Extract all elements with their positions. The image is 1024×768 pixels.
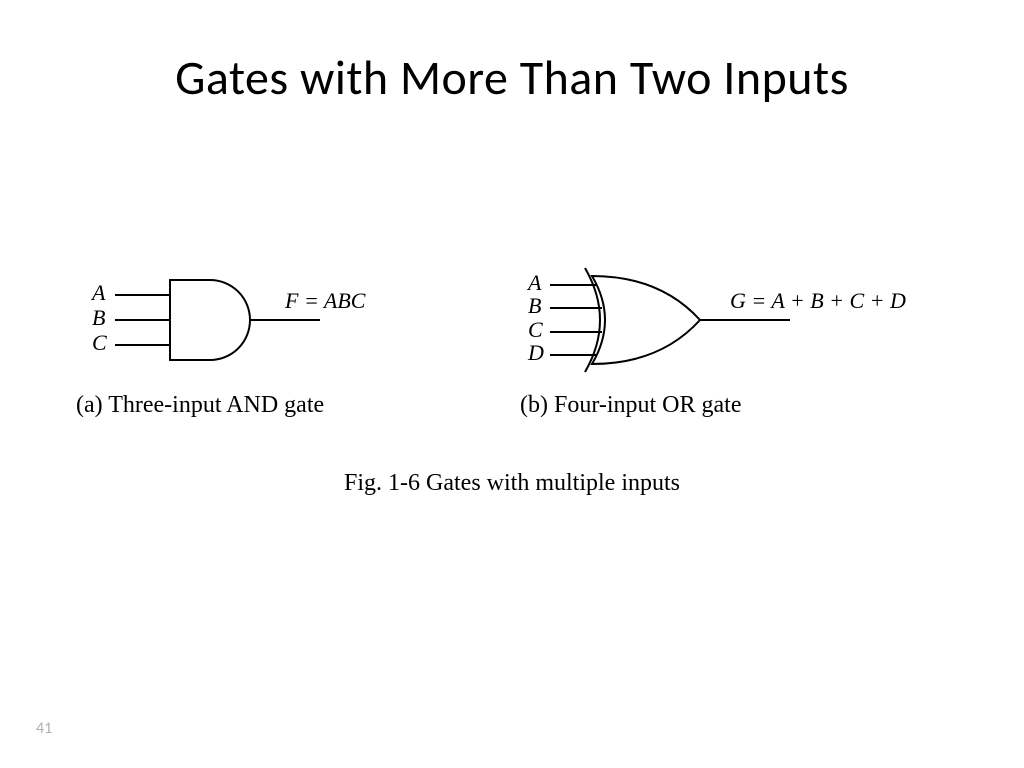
or-gate bbox=[550, 268, 790, 372]
figure-caption: Fig. 1-6 Gates with multiple inputs bbox=[0, 470, 1024, 497]
figure-area: A B C F = ABC A B bbox=[60, 260, 980, 480]
or-input-D: D bbox=[527, 340, 544, 365]
page-number: 41 bbox=[36, 719, 52, 738]
or-output-equation: G = A + B + C + D bbox=[730, 288, 906, 313]
and-input-B: B bbox=[92, 305, 105, 330]
slide-title: Gates with More Than Two Inputs bbox=[0, 48, 1024, 107]
and-input-C: C bbox=[92, 330, 107, 355]
or-input-B: B bbox=[528, 293, 541, 318]
or-input-C: C bbox=[528, 317, 543, 342]
and-input-A: A bbox=[90, 280, 106, 305]
and-output-equation: F = ABC bbox=[284, 288, 366, 313]
or-input-A: A bbox=[526, 270, 542, 295]
and-caption: (a) Three-input AND gate bbox=[76, 392, 324, 419]
or-caption: (b) Four-input OR gate bbox=[520, 392, 741, 419]
